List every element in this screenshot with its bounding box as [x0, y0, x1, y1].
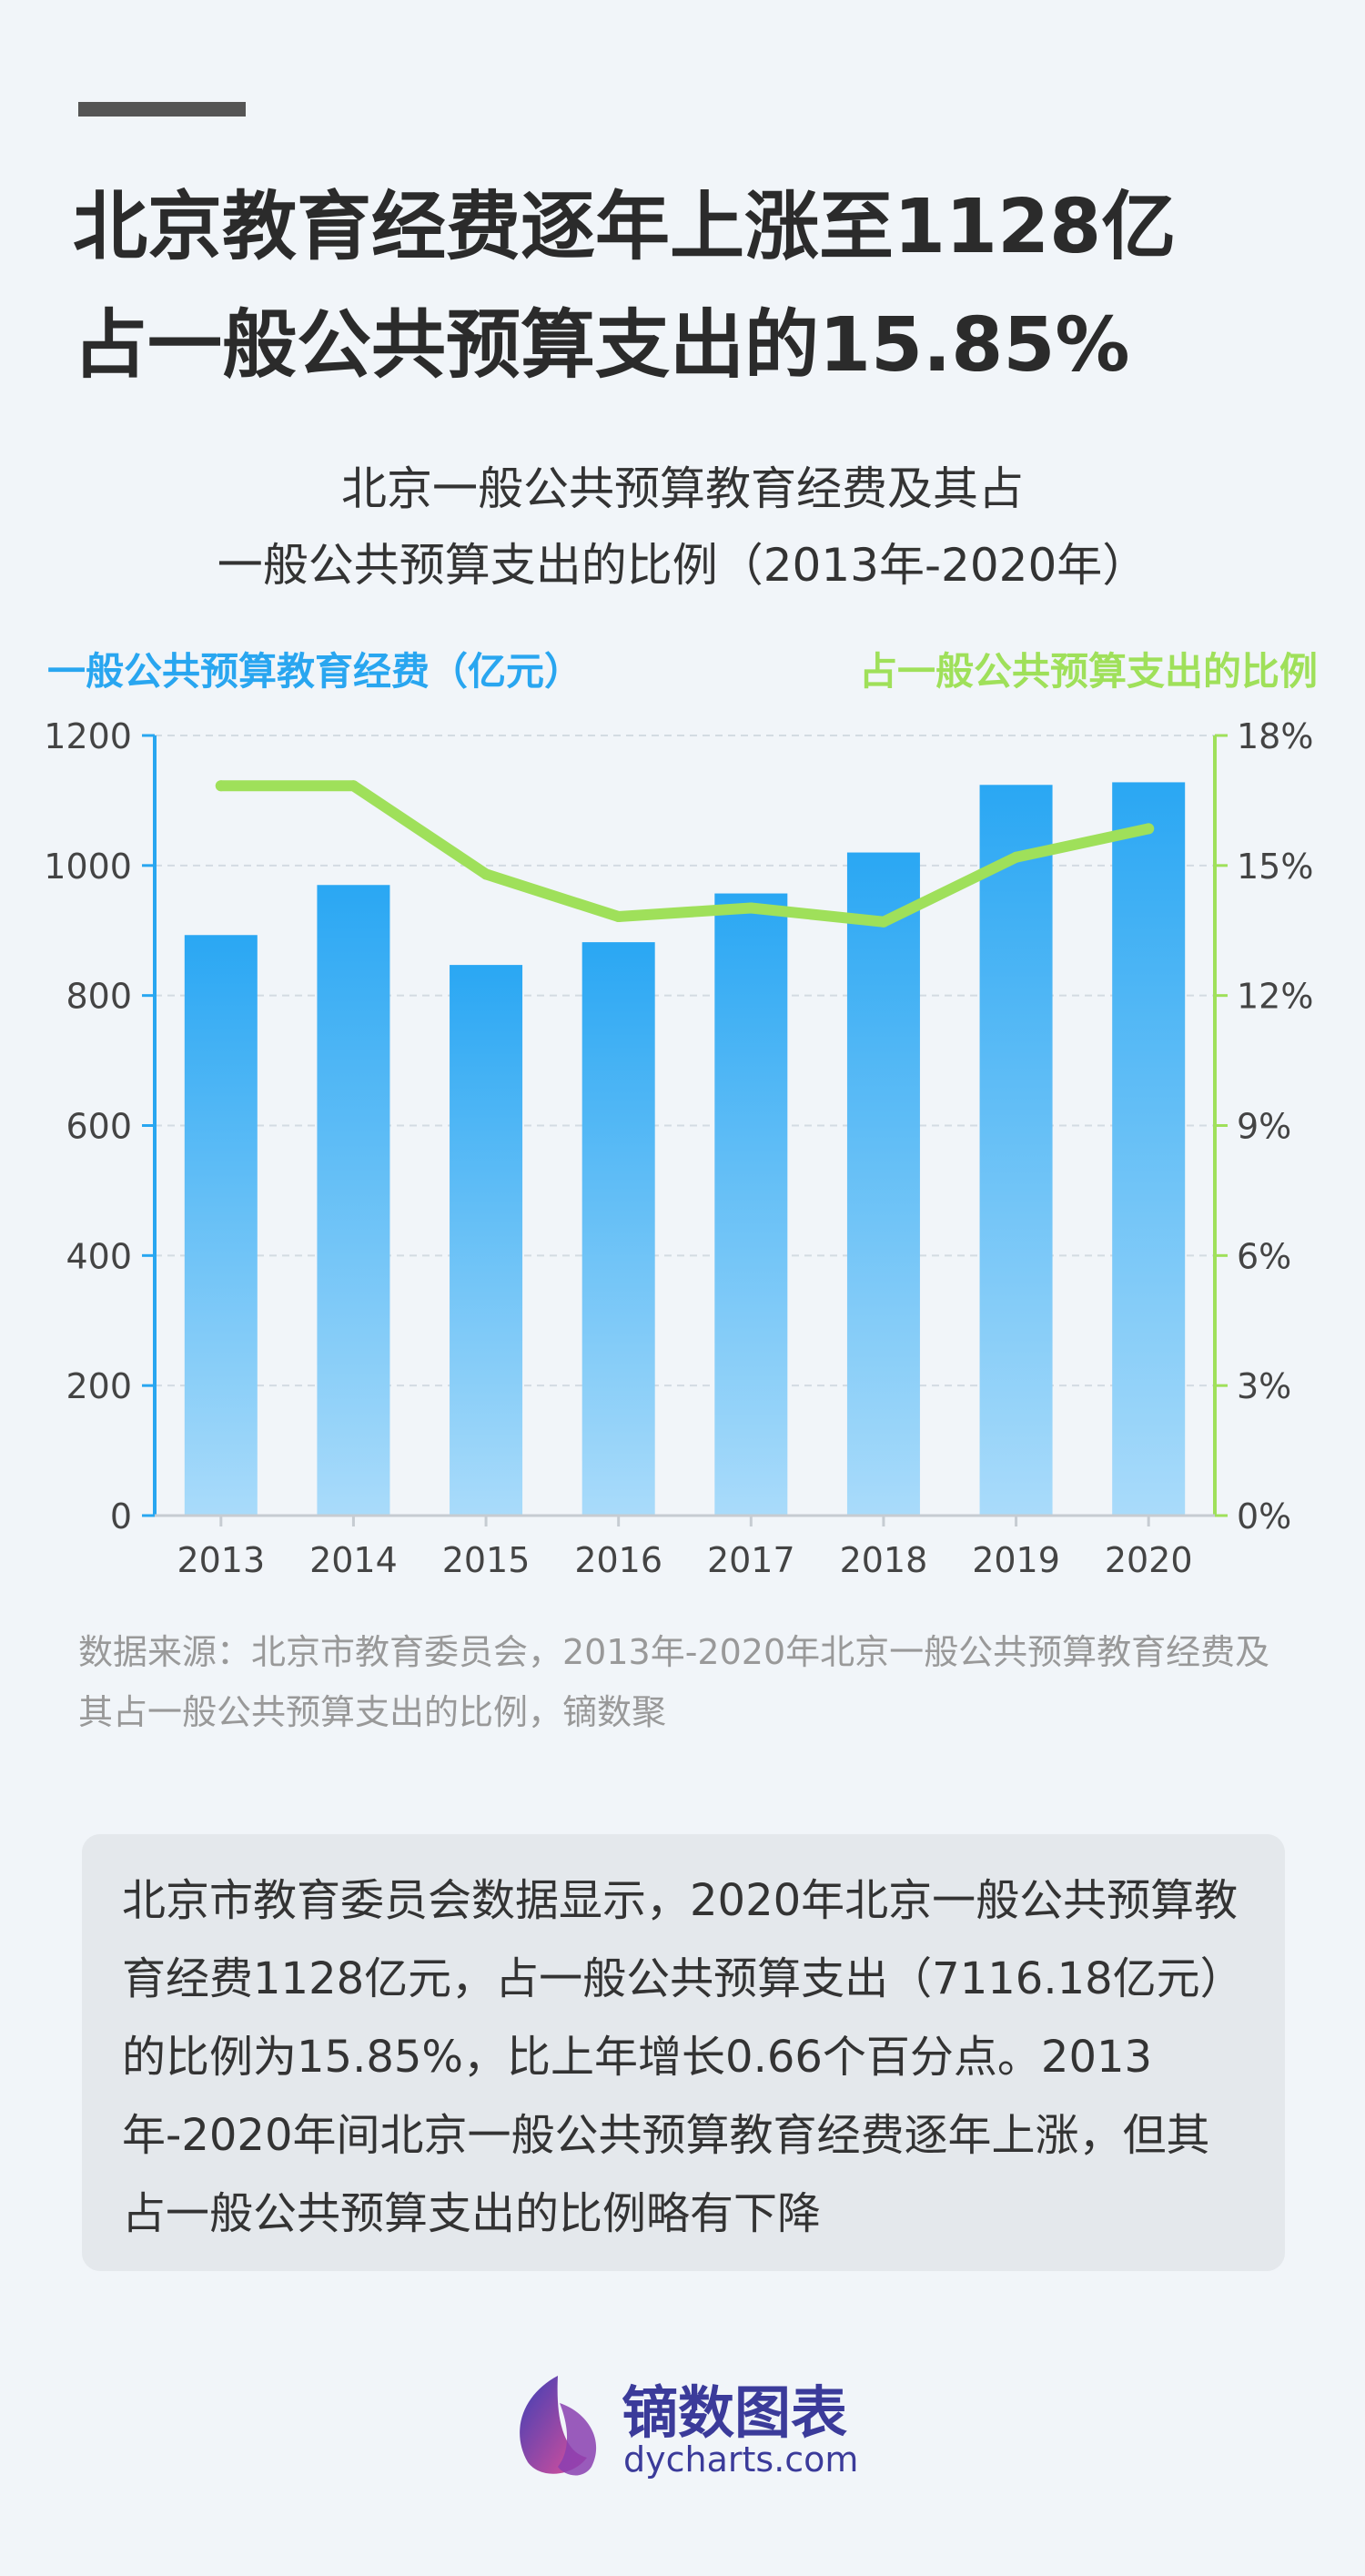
- ratio-point: [1143, 823, 1155, 835]
- bar: [581, 942, 655, 1516]
- page-title: 北京教育经费逐年上涨至1128亿 占一般公共预算支出的15.85%: [73, 168, 1310, 405]
- ratio-point: [348, 780, 359, 792]
- x-tick-label: 2014: [309, 1540, 398, 1580]
- right-tick-label: 3%: [1237, 1366, 1291, 1406]
- chart-title-line-1: 北京一般公共预算教育经费及其占: [341, 462, 1024, 515]
- left-tick-label: 200: [66, 1366, 132, 1406]
- bar: [184, 935, 258, 1516]
- line-series: [215, 780, 1155, 928]
- left-tick-label: 1200: [44, 716, 132, 756]
- butterfly-logo-icon: [520, 2376, 597, 2476]
- ratio-line: [215, 780, 1155, 928]
- left-tick-label: 400: [66, 1236, 132, 1276]
- x-tick-label: 2016: [574, 1540, 662, 1580]
- bar: [450, 965, 523, 1516]
- headline-line-1: 北京教育经费逐年上涨至1128亿: [73, 184, 1177, 270]
- brand-name: 镝数图表: [622, 2379, 848, 2446]
- right-tick-label: 9%: [1237, 1107, 1291, 1147]
- right-tick-label: 12%: [1237, 977, 1313, 1017]
- left-tick-label: 1000: [44, 847, 132, 887]
- axes: [142, 734, 1228, 1526]
- right-tick-label: 15%: [1237, 847, 1313, 887]
- brand-url: dycharts.com: [623, 2439, 859, 2480]
- right-tick-label: 0%: [1237, 1496, 1291, 1536]
- x-tick-label: 2017: [707, 1540, 795, 1580]
- brand-footer: 镝数图表 dycharts.com: [505, 2367, 887, 2485]
- x-tick-label: 2020: [1105, 1540, 1193, 1580]
- bar: [714, 893, 788, 1516]
- ratio-point: [877, 916, 889, 928]
- x-tick-label: 2019: [972, 1540, 1060, 1580]
- right-tick-label: 6%: [1237, 1236, 1291, 1276]
- top-accent-bar: [78, 102, 246, 117]
- ratio-point: [745, 902, 757, 914]
- right-tick-label: 18%: [1237, 716, 1313, 756]
- bar: [979, 785, 1053, 1516]
- legend-line-series: 占一般公共预算支出的比例: [858, 649, 1318, 694]
- gridlines: [155, 735, 1215, 1387]
- ratio-point: [480, 868, 492, 880]
- bar-series: [184, 782, 1186, 1516]
- ratio-point: [612, 911, 624, 923]
- ratio-point: [215, 780, 227, 792]
- legend-bar-series: 一般公共预算教育经费（亿元）: [47, 649, 583, 694]
- x-tick-label: 2013: [177, 1540, 265, 1580]
- chart-title-line-2: 一般公共预算支出的比例（2013年-2020年）: [217, 539, 1148, 592]
- x-tick-label: 2015: [442, 1540, 531, 1580]
- headline-line-2: 占一般公共预算支出的15.85%: [73, 302, 1130, 389]
- chart-title: 北京一般公共预算教育经费及其占 一般公共预算支出的比例（2013年-2020年）: [91, 451, 1274, 603]
- x-tick-label: 2018: [840, 1540, 928, 1580]
- bar: [1112, 782, 1186, 1516]
- ratio-point: [1010, 851, 1022, 863]
- combo-chart: 0 200 400 600 800 1000 1200 0% 3% 6% 9% 12% 15% 18% 20…: [44, 716, 1313, 1580]
- left-tick-label: 600: [66, 1107, 132, 1147]
- bar: [317, 885, 390, 1516]
- summary-text: 北京市教育委员会数据显示，2020年北京一般公共预算教育经费1128亿元，占一般…: [122, 1875, 1244, 2239]
- summary-box: 北京市教育委员会数据显示，2020年北京一般公共预算教育经费1128亿元，占一般…: [82, 1834, 1285, 2271]
- bar: [846, 852, 920, 1516]
- data-source-note: 数据来源：北京市教育委员会，2013年-2020年北京一般公共预算教育经费及其占…: [78, 1632, 1270, 1732]
- tick-labels: 0 200 400 600 800 1000 1200 0% 3% 6% 9% 12% 15% 18% 20…: [44, 716, 1313, 1580]
- left-tick-label: 800: [66, 977, 132, 1017]
- left-tick-label: 0: [110, 1496, 132, 1536]
